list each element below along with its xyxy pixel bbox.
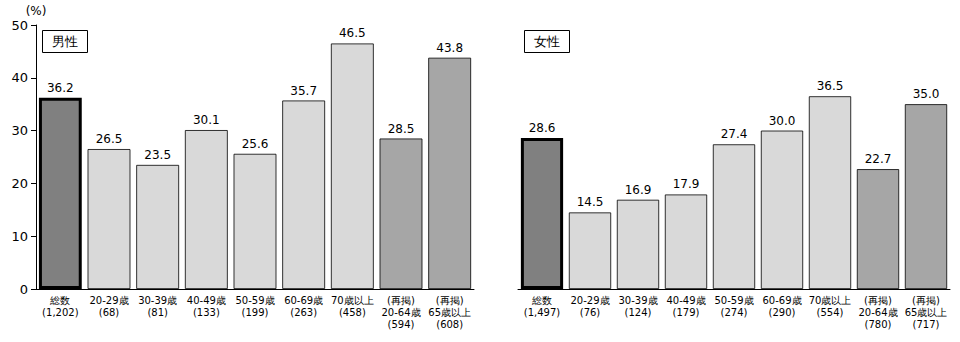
svg-text:40-49歳: 40-49歳: [666, 295, 705, 306]
svg-text:(179): (179): [673, 307, 700, 318]
svg-text:27.4: 27.4: [721, 127, 748, 141]
svg-text:22.7: 22.7: [865, 152, 892, 166]
svg-text:20-29歳: 20-29歳: [89, 295, 128, 306]
svg-text:17.9: 17.9: [673, 177, 700, 191]
svg-text:20-29歳: 20-29歳: [570, 295, 609, 306]
svg-text:30-39歳: 30-39歳: [618, 295, 657, 306]
svg-text:(290): (290): [769, 307, 796, 318]
svg-text:50: 50: [11, 18, 28, 33]
svg-text:28.6: 28.6: [529, 121, 556, 135]
svg-text:36.2: 36.2: [47, 81, 74, 95]
svg-text:36.5: 36.5: [817, 79, 844, 93]
svg-text:14.5: 14.5: [577, 195, 604, 209]
svg-text:0: 0: [20, 282, 28, 297]
svg-text:(594): (594): [388, 319, 415, 330]
svg-text:女性: 女性: [534, 34, 560, 49]
svg-text:(68): (68): [99, 307, 120, 318]
svg-text:(717): (717): [913, 319, 940, 330]
svg-text:(81): (81): [147, 307, 168, 318]
svg-text:10: 10: [11, 229, 28, 244]
svg-text:(1,202): (1,202): [42, 307, 79, 318]
svg-text:(再掲): (再掲): [436, 295, 464, 306]
svg-text:30.1: 30.1: [193, 113, 220, 127]
svg-text:(再掲): (再掲): [912, 295, 940, 306]
svg-text:20-64歳: 20-64歳: [858, 307, 897, 318]
svg-text:(%): (%): [26, 4, 47, 18]
svg-text:60-69歳: 60-69歳: [762, 295, 801, 306]
svg-text:(1,497): (1,497): [524, 307, 561, 318]
svg-text:16.9: 16.9: [625, 183, 652, 197]
svg-text:男性: 男性: [52, 34, 78, 49]
svg-text:(458): (458): [339, 307, 366, 318]
svg-text:35.7: 35.7: [290, 84, 317, 98]
svg-text:(780): (780): [865, 319, 892, 330]
svg-text:(274): (274): [721, 307, 748, 318]
svg-text:30-39歳: 30-39歳: [138, 295, 177, 306]
svg-text:25.6: 25.6: [242, 137, 269, 151]
svg-text:(124): (124): [625, 307, 652, 318]
svg-text:70歳以上: 70歳以上: [331, 295, 374, 306]
svg-text:50-59歳: 50-59歳: [714, 295, 753, 306]
svg-text:28.5: 28.5: [388, 122, 415, 136]
svg-text:70歳以上: 70歳以上: [809, 295, 852, 306]
svg-text:総数: 総数: [531, 295, 552, 306]
svg-text:20-64歳: 20-64歳: [381, 307, 420, 318]
svg-text:65歳以上: 65歳以上: [428, 307, 471, 318]
svg-text:30: 30: [11, 123, 28, 138]
svg-text:(199): (199): [242, 307, 269, 318]
svg-text:40: 40: [11, 70, 28, 85]
svg-text:65歳以上: 65歳以上: [905, 307, 948, 318]
svg-text:(再掲): (再掲): [387, 295, 415, 306]
svg-text:(76): (76): [580, 307, 601, 318]
svg-text:26.5: 26.5: [96, 132, 123, 146]
svg-text:23.5: 23.5: [144, 148, 171, 162]
svg-text:40-49歳: 40-49歳: [187, 295, 226, 306]
svg-text:35.0: 35.0: [913, 87, 940, 101]
svg-text:(263): (263): [290, 307, 317, 318]
svg-text:50-59歳: 50-59歳: [235, 295, 274, 306]
svg-text:(再掲): (再掲): [864, 295, 892, 306]
svg-text:(554): (554): [817, 307, 844, 318]
svg-text:43.8: 43.8: [436, 41, 463, 55]
svg-text:(133): (133): [193, 307, 220, 318]
svg-text:30.0: 30.0: [769, 114, 796, 128]
svg-text:総数: 総数: [49, 295, 70, 306]
svg-text:(608): (608): [436, 319, 463, 330]
svg-text:46.5: 46.5: [339, 26, 366, 40]
svg-text:60-69歳: 60-69歳: [284, 295, 323, 306]
svg-text:20: 20: [11, 176, 28, 191]
